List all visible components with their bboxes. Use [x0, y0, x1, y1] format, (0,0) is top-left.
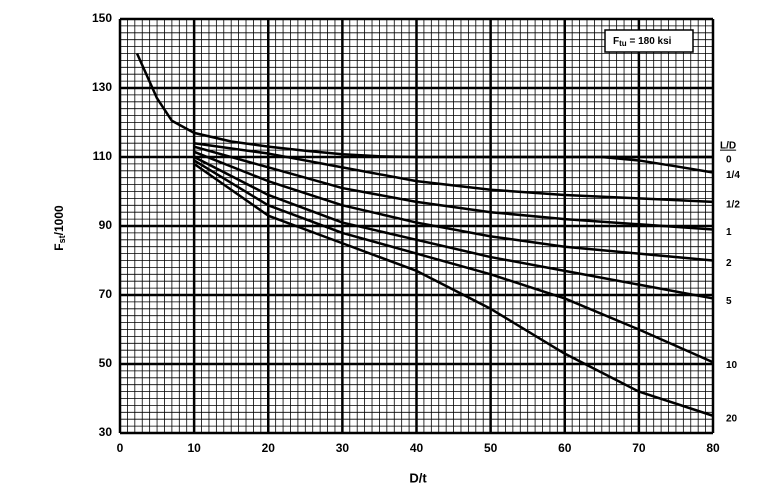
- annotation: Ftu = 180 ksi: [613, 36, 672, 48]
- annotation-rest: = 180 ksi: [627, 36, 672, 47]
- legend-label: 1/4: [726, 170, 740, 181]
- x-tick-label: 20: [262, 441, 276, 455]
- x-tick-label: 0: [117, 441, 124, 455]
- annotation-sub: tu: [619, 39, 627, 48]
- x-tick-label: 50: [484, 441, 498, 455]
- legend-label: 1: [726, 227, 732, 238]
- x-tick-label: 40: [410, 441, 424, 455]
- x-tick-label: 70: [632, 441, 646, 455]
- curve: [193, 141, 714, 204]
- y-tick-label: 30: [99, 425, 113, 439]
- curve: [193, 155, 714, 300]
- y-label-main: F: [52, 243, 66, 250]
- curve: [193, 145, 714, 231]
- legend-label: 20: [726, 413, 738, 424]
- y-tick-label: 130: [92, 80, 112, 94]
- curve: [193, 162, 714, 417]
- legend-title: L/D: [720, 141, 736, 152]
- y-tick-label: 50: [99, 356, 113, 370]
- legend-label: 10: [726, 360, 738, 371]
- x-tick-label: 10: [187, 441, 201, 455]
- curve: [135, 52, 713, 159]
- curve: [193, 159, 714, 364]
- curve: [601, 155, 714, 174]
- x-axis-label: D/t: [409, 470, 427, 485]
- y-tick-label: 70: [99, 287, 113, 301]
- x-tick-label: 30: [336, 441, 350, 455]
- y-axis-label: Fst/1000: [52, 205, 67, 251]
- legend-label: 0: [726, 155, 732, 166]
- legend-label: 2: [726, 258, 732, 269]
- legend-label: 5: [726, 296, 732, 307]
- y-label-rest: /1000: [52, 205, 66, 235]
- y-tick-label: 110: [93, 149, 113, 163]
- curve: [193, 150, 714, 262]
- x-tick-label: 80: [706, 441, 720, 455]
- legend-label: 1/2: [726, 199, 740, 210]
- annotation-main: F: [613, 36, 619, 47]
- y-tick-label: 90: [99, 218, 113, 232]
- annotation-box: [604, 29, 694, 53]
- y-tick-label: 150: [92, 11, 112, 25]
- y-label-sub: st: [57, 235, 67, 243]
- plot: 0 10 20 30 40 50 60 70 803050709011013015001/41/…: [92, 11, 740, 455]
- x-tick-label: 60: [558, 441, 572, 455]
